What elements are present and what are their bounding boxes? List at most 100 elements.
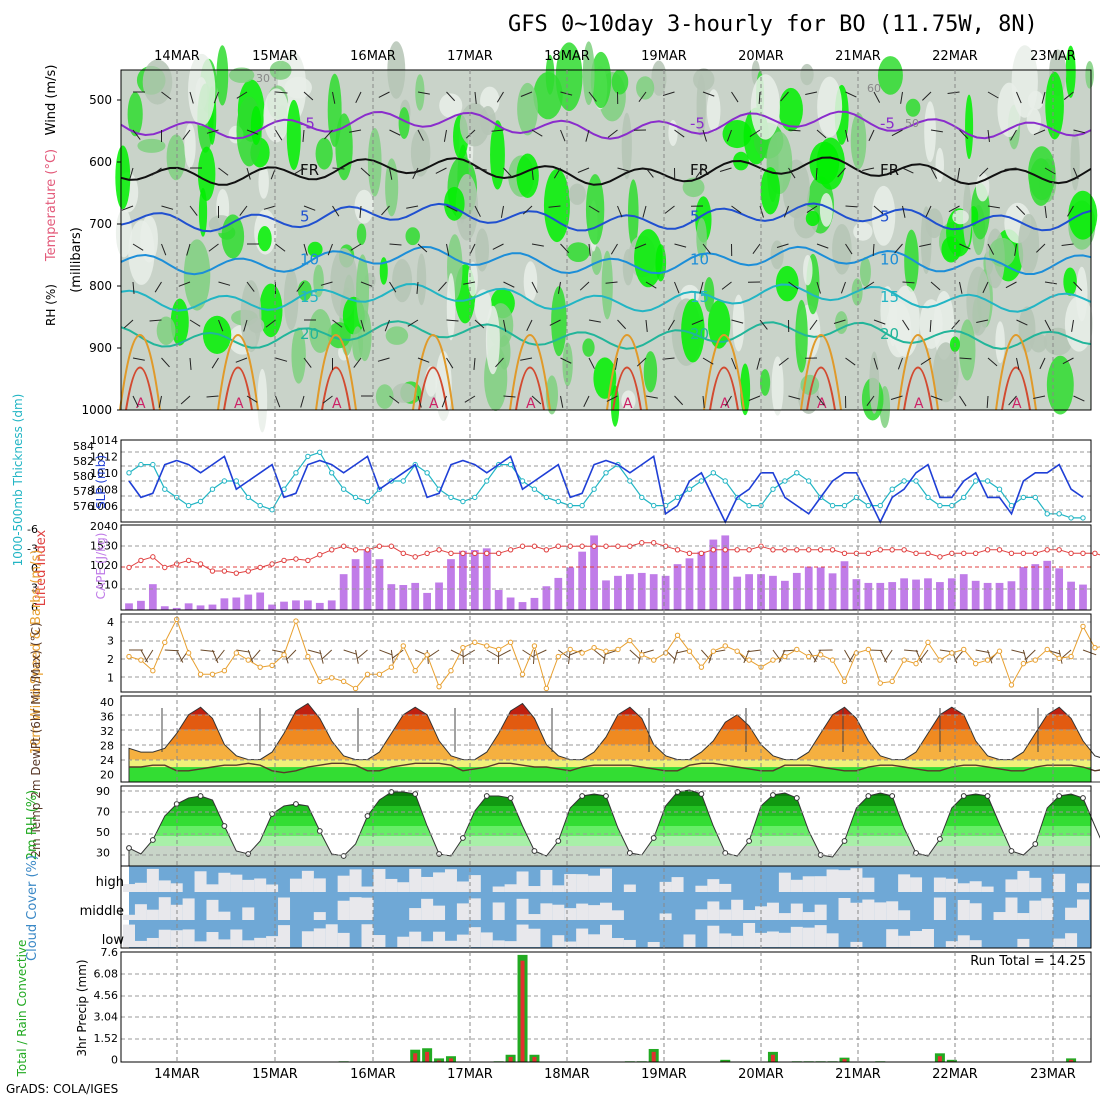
lifted-index-line-point: [352, 547, 359, 553]
surface-isotherm: [119, 334, 161, 411]
wind-barb: [752, 243, 761, 255]
wind-barb: [721, 281, 732, 290]
rh-blob: [375, 384, 394, 409]
rh-blob: [198, 187, 208, 237]
rh-blob: [283, 268, 299, 331]
wind-barb: [496, 91, 504, 103]
rh-blob: [601, 250, 613, 320]
cloud-bar-high: [385, 878, 398, 892]
wind-barb: [1073, 167, 1079, 180]
cape-bar: [363, 550, 372, 610]
cloud-bar-low: [123, 924, 135, 947]
panel-border: [120, 695, 1092, 783]
wind-barb: [206, 129, 219, 134]
cloud-bar-high: [981, 886, 994, 892]
surface-isotherm: [897, 334, 939, 411]
cloud-bar-high: [957, 883, 970, 892]
cloud-bar-high: [504, 884, 517, 892]
rh-blob: [1045, 71, 1064, 140]
wind-speed-line-point: [806, 653, 812, 660]
cape-bar: [506, 597, 515, 610]
wind-panel: 4 3 2 1: [107, 616, 1100, 692]
panel-border: [120, 439, 1092, 523]
wind10-axis-label: 10m Wind Speed & Barbs (m/s): [29, 550, 44, 755]
cape-bar: [888, 582, 897, 610]
wind-barb: [465, 129, 476, 139]
thickness-line-point: [722, 478, 728, 484]
lifted-index-line-point: [209, 568, 216, 574]
lifted-index-line-point: [364, 547, 371, 553]
wind-barb: [719, 167, 732, 172]
dewpoint-line: [129, 762, 1100, 774]
lifted-index-line-point: [770, 547, 776, 553]
wind-speed-line-point: [734, 648, 740, 654]
wind-barb: [435, 167, 447, 174]
rh-blob: [156, 316, 176, 345]
wind-speed-line-point: [603, 648, 609, 654]
wind-barb: [588, 319, 601, 323]
cloud-bar-middle: [659, 913, 672, 920]
wind-barb: [303, 91, 314, 101]
rh-point: [197, 793, 204, 799]
rh-blob: [591, 246, 602, 275]
cape-tick-label: 1530: [90, 540, 118, 553]
wind-barb: [702, 129, 707, 142]
rh-blob: [853, 222, 873, 241]
wind-barb: [438, 281, 447, 292]
wind-barb: [343, 649, 358, 655]
wind-barb: [731, 319, 744, 324]
precip-convective-bar: [842, 1059, 847, 1062]
rh-blob: [392, 383, 417, 403]
wind-barb: [701, 649, 712, 661]
lifted-index-line-point: [674, 547, 681, 553]
lifted-index-line-point: [293, 556, 299, 562]
cape-bar: [971, 580, 980, 610]
rh-point: [1056, 793, 1063, 799]
wind-barb: [200, 649, 215, 652]
rh-blob: [696, 217, 707, 259]
upper-air-panel: -5 -5 -5 FR FR FR 5 5 5 10 10 10 15 15 15 20 20 20 A A A A A A A…: [81, 41, 1098, 433]
cloud-bar-high: [576, 874, 589, 892]
cape-bar: [1067, 581, 1075, 610]
wind-barb: [873, 357, 878, 370]
wind-barb: [520, 91, 533, 97]
rh-blob: [610, 385, 620, 427]
cloud-bar-middle: [540, 903, 553, 920]
wind-barb: [900, 91, 903, 104]
wind-barb: [446, 319, 459, 322]
wind-barb: [645, 395, 658, 399]
thickness-line-point: [794, 470, 800, 476]
rh-blob: [965, 94, 974, 160]
wind-barb: [617, 319, 627, 330]
surface-isotherm: [995, 334, 1037, 411]
cloud-bar-low: [790, 926, 803, 947]
thickness-line-point: [961, 494, 967, 501]
lifted-index-line-point: [651, 540, 657, 546]
wind-barb: [879, 649, 888, 663]
wind-barb: [920, 357, 932, 365]
wind-barb: [959, 281, 963, 294]
cape-bar: [745, 574, 753, 610]
rh-blob: [904, 229, 919, 293]
cloud-bar-middle: [1077, 899, 1089, 920]
rh-point: [913, 850, 919, 856]
rh-blob: [248, 318, 265, 334]
wind-barb: [806, 205, 818, 213]
rh-blob: [137, 138, 166, 153]
cloud-bar-high: [349, 869, 362, 892]
rh-blob: [184, 123, 196, 168]
li-tick-label: 6: [31, 601, 38, 614]
wind-speed-line-point: [221, 668, 228, 674]
rh-point: [770, 792, 776, 798]
wind-barb: [845, 357, 856, 366]
precip-tick-label: 3.04: [94, 1011, 119, 1024]
wind-barb: [588, 91, 597, 102]
cloud-bar-low: [325, 924, 338, 947]
wind-barb: [389, 167, 393, 180]
cloud-bar-low: [778, 932, 791, 947]
wind-speed-line-point: [507, 639, 514, 646]
cloud-bar-high: [444, 869, 457, 892]
cloud-row-label: high: [96, 875, 124, 890]
thickness-line-point: [579, 502, 585, 509]
wind-barb: [673, 649, 679, 664]
